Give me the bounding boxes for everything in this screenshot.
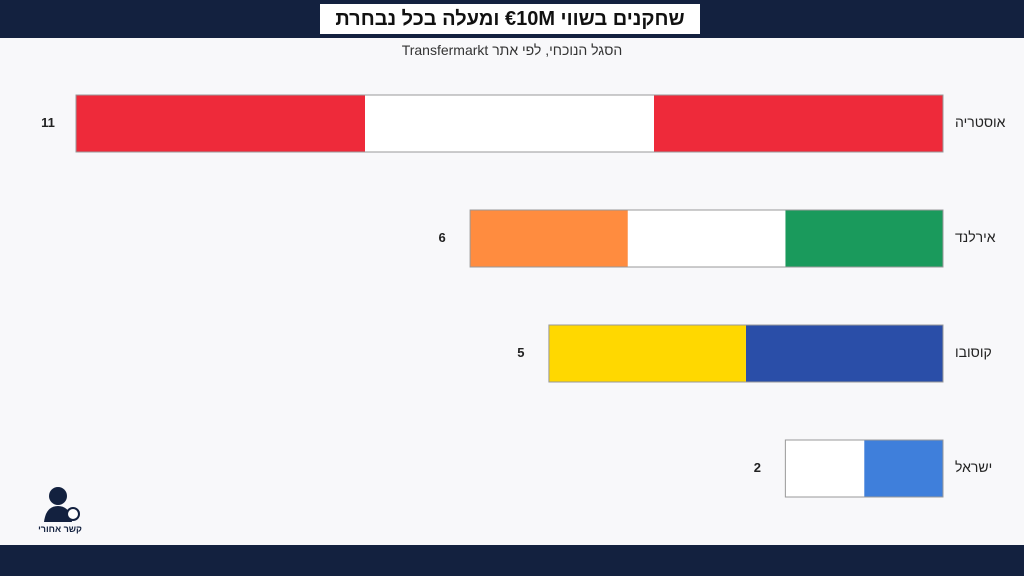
bar-outline — [75, 94, 944, 153]
bar-stripe — [745, 325, 943, 382]
chart-title: שחקנים בשווי €10M ומעלה בכל נבחרת — [320, 4, 700, 34]
bar-stripe — [785, 210, 943, 267]
chart-subtitle: הסגל הנוכחי, לפי אתר Transfermarkt — [401, 42, 623, 58]
bottom-bar — [0, 545, 1024, 576]
bar-stripe — [785, 440, 865, 497]
bar — [548, 324, 944, 383]
bar-stripe — [76, 95, 365, 152]
category-label: ישראל — [955, 459, 992, 475]
logo-icon — [44, 487, 80, 522]
bar-outline — [469, 209, 944, 268]
bar-outline — [784, 439, 944, 498]
logo-text: קשר אחורי — [38, 524, 82, 534]
value-label: 2 — [754, 460, 761, 475]
bar-stripe — [627, 210, 786, 267]
value-label: 6 — [438, 230, 445, 245]
bar-outline — [548, 324, 944, 383]
bar — [784, 439, 944, 498]
category-label: אוסטריה — [955, 114, 1006, 130]
category-label: קוסובו — [955, 344, 992, 360]
category-label: אירלנד — [955, 229, 996, 245]
bar — [469, 209, 944, 268]
bar — [75, 94, 944, 153]
bar-stripe — [365, 95, 654, 152]
value-label: 11 — [41, 115, 55, 130]
bar-stripe — [470, 210, 628, 267]
bar-stripe — [864, 440, 943, 497]
value-label: 5 — [517, 345, 524, 360]
bar-stripe — [654, 95, 943, 152]
bar-stripe — [548, 325, 746, 382]
